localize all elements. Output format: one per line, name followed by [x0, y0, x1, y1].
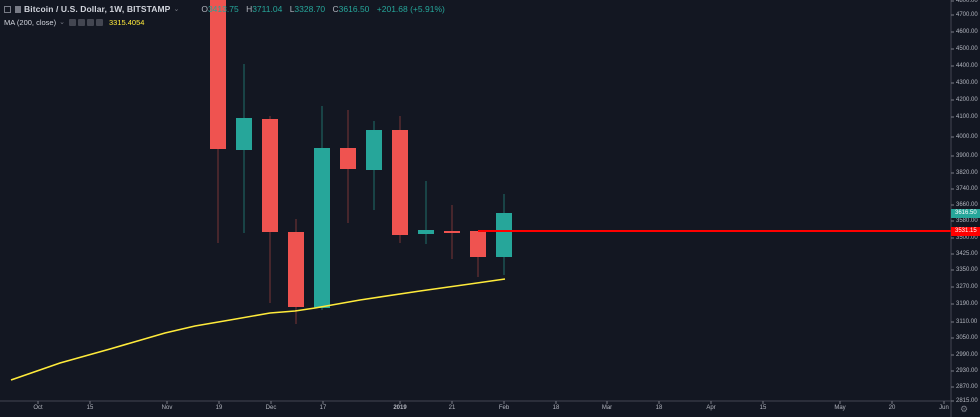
time-tick-label: 17 [319, 405, 327, 411]
candle-body [236, 118, 252, 150]
time-tick-label: Feb [498, 405, 510, 411]
price-tick-label: 4300.00 [956, 80, 978, 86]
indicator-chevron-icon[interactable]: ⌄ [59, 19, 65, 26]
price-tick-label: 4200.00 [956, 97, 978, 103]
open-value: 3413.75 [207, 4, 239, 14]
collapse-legend-icon[interactable] [4, 6, 11, 13]
price-tick-label: 4500.00 [956, 46, 978, 52]
price-tick-label: 2990.00 [956, 352, 978, 358]
more-indicator-icon[interactable] [86, 19, 94, 26]
candle-body [262, 119, 278, 232]
ohlc-values: O3413.75 H3711.04 L3328.70 C3616.50 +201… [201, 3, 450, 16]
candle-body [366, 130, 382, 170]
low-value: 3328.70 [294, 4, 326, 14]
candle-body [288, 232, 304, 307]
time-tick-label: 20 [888, 405, 896, 411]
time-tick-label: 21 [448, 405, 456, 411]
candle-body [418, 230, 434, 234]
time-tick-label: 15 [86, 405, 94, 411]
price-tick-label: 3580.00 [956, 218, 978, 224]
candle-body [496, 213, 512, 257]
price-tick-label: 3820.00 [956, 170, 978, 176]
time-tick-label: 18 [552, 405, 560, 411]
candle-body [314, 148, 330, 308]
price-tick-label: 2815.00 [956, 398, 978, 404]
indicator-settings-icon[interactable] [77, 19, 85, 26]
price-tick-label: 3050.00 [956, 335, 978, 341]
indicator-value: 3315.4054 [108, 18, 145, 27]
time-tick-label: 18 [655, 405, 663, 411]
price-tick-label: 3110.00 [956, 319, 978, 325]
time-axis-ticks [37, 401, 945, 404]
time-tick-label: Nov [161, 405, 173, 411]
high-value: 3711.04 [252, 4, 283, 14]
candle-body [444, 231, 460, 233]
symbol-legend-row: Bitcoin / U.S. Dollar, 1W, BITSTAMP ⌄ O3… [4, 3, 450, 16]
price-tick-label: 4700.00 [956, 12, 978, 18]
candle-body [210, 0, 226, 149]
time-tick-label: Apr [706, 405, 716, 411]
close-key: C [332, 4, 339, 14]
time-tick-label: 19 [215, 405, 223, 411]
price-tick-label: 4600.00 [956, 29, 978, 35]
price-tick-label: 3425.00 [956, 251, 978, 257]
chart-legend: Bitcoin / U.S. Dollar, 1W, BITSTAMP ⌄ O3… [4, 3, 450, 29]
close-value: 3616.50 [338, 4, 370, 14]
price-tick-label: 3190.00 [956, 301, 978, 307]
price-tick-label: 3900.00 [956, 153, 978, 159]
price-tick-label: 4100.00 [956, 114, 978, 120]
price-tick-label: 3350.00 [956, 267, 978, 273]
time-tick-label: May [834, 405, 846, 411]
time-tick-label: Mar [601, 405, 613, 411]
price-axis-ticks [951, 0, 954, 402]
horizontal-line-price-tag: 3531.15 [951, 226, 980, 236]
price-tick-label: 4400.00 [956, 63, 978, 69]
open-key: O [201, 4, 208, 14]
time-tick-label: Dec [265, 405, 277, 411]
low-key: L [289, 4, 295, 14]
time-tick-label: 2019 [393, 405, 407, 411]
price-tick-label: 2870.00 [956, 384, 978, 390]
candlestick-series [210, 0, 512, 324]
chart-settings-gear-icon[interactable]: ⚙ [959, 404, 969, 414]
candle-body [340, 148, 356, 169]
chevron-down-icon[interactable]: ⌄ [173, 6, 180, 13]
candle-body [470, 231, 486, 257]
indicator-legend-row: MA (200, close) ⌄ 3315.4054 [4, 16, 450, 29]
remove-indicator-icon[interactable] [95, 19, 103, 26]
price-tick-label: 3500.00 [956, 235, 978, 241]
price-tick-label: 4800.00 [956, 0, 978, 4]
time-tick-label: Oct [33, 405, 43, 411]
price-tick-label: 2930.00 [956, 368, 978, 374]
moving-average-line [10, 278, 506, 381]
symbol-title[interactable]: Bitcoin / U.S. Dollar, 1W, BITSTAMP [24, 4, 171, 14]
price-tick-label: 3660.00 [956, 202, 978, 208]
symbol-flag-icon [15, 6, 21, 13]
price-tick-label: 3270.00 [956, 284, 978, 290]
hide-indicator-icon[interactable] [68, 19, 76, 26]
high-key: H [246, 4, 253, 14]
time-tick-label: 15 [759, 405, 767, 411]
candle-body [392, 130, 408, 235]
last-price-tag: 3616.50 [951, 208, 980, 218]
price-tick-label: 3740.00 [956, 186, 978, 192]
indicator-name[interactable]: MA (200, close) [4, 18, 57, 27]
time-tick-label: Jun [939, 405, 949, 411]
price-tick-label: 4000.00 [956, 134, 978, 140]
change-value: +201.68 (+5.91%) [376, 4, 445, 14]
